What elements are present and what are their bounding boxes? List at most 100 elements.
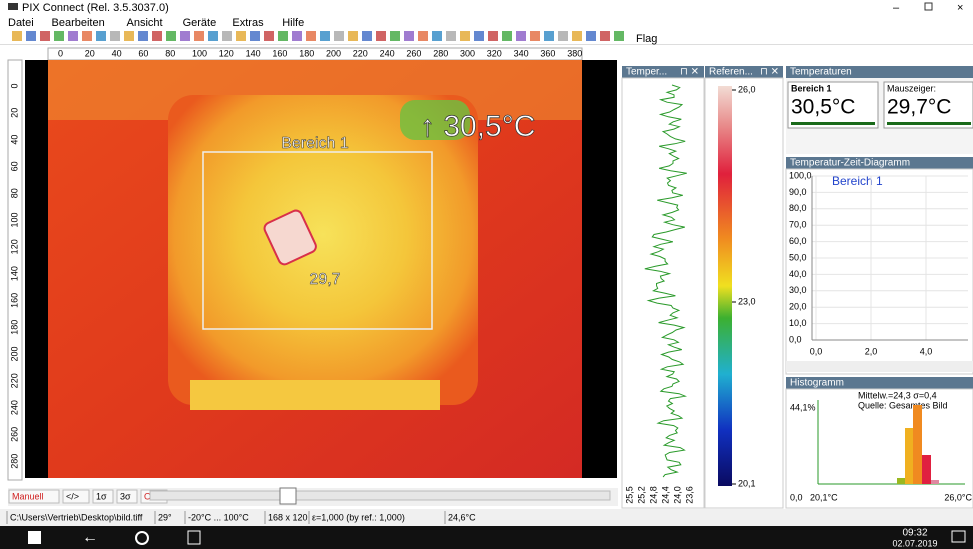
control-button[interactable] (116, 489, 138, 504)
control-button[interactable] (92, 489, 114, 504)
tool-button[interactable] (362, 31, 372, 41)
tool-button[interactable] (278, 31, 288, 41)
ruler-label: 360 (540, 48, 555, 58)
histogram-source: Quelle: Gesamtes Bild (858, 400, 948, 410)
tool-button[interactable] (264, 31, 274, 41)
top-ruler (47, 47, 583, 61)
tool-button[interactable] (54, 31, 64, 41)
menu-item[interactable]: Geräte (183, 17, 217, 29)
tool-button[interactable] (124, 31, 134, 41)
slider-thumb[interactable] (279, 487, 297, 505)
control-button[interactable] (62, 489, 90, 504)
close[interactable]: × (957, 2, 963, 14)
control-button[interactable] (8, 489, 60, 504)
tool-button[interactable] (432, 31, 442, 41)
tool-button[interactable] (586, 31, 596, 41)
menu-item[interactable]: Bearbeiten (52, 17, 105, 29)
ruler-label: 100 (192, 48, 207, 58)
back-button[interactable]: ← (82, 529, 98, 546)
tool-button[interactable] (26, 31, 36, 41)
trace-line (644, 84, 688, 478)
diagram-x-label: 4,0 (920, 346, 933, 356)
tool-button[interactable] (180, 31, 190, 41)
tool-button[interactable] (96, 31, 106, 41)
control-label[interactable]: 3σ (120, 491, 131, 501)
histogram-bar (931, 480, 939, 484)
task-view[interactable] (187, 530, 201, 545)
ruler-label: 300 (460, 48, 475, 58)
tool-button[interactable] (110, 31, 120, 41)
control-label[interactable]: 1σ (96, 491, 107, 501)
tool-button[interactable] (320, 31, 330, 41)
tool-button[interactable] (68, 31, 78, 41)
tool-button[interactable] (516, 31, 526, 41)
tool-button[interactable] (250, 31, 260, 41)
maximize[interactable] (924, 2, 933, 11)
panel-buttons[interactable]: ⊓ ✕ (760, 67, 779, 78)
control-label[interactable]: </> (66, 491, 79, 501)
tool-button[interactable] (614, 31, 624, 41)
reference-panel (704, 77, 784, 509)
window-title: PIX Connect (Rel. 3.5.3037.0) (22, 2, 169, 14)
tool-button[interactable] (474, 31, 484, 41)
ruler-label: 60 (9, 161, 19, 171)
max-label: ↑ 30,5°C (420, 110, 535, 143)
tool-button[interactable] (600, 31, 610, 41)
tool-button[interactable] (460, 31, 470, 41)
tool-button[interactable] (12, 31, 22, 41)
tool-button[interactable] (488, 31, 498, 41)
tool-button[interactable] (502, 31, 512, 41)
tool-button[interactable] (376, 31, 386, 41)
status-bar (0, 509, 973, 526)
tool-button[interactable] (404, 31, 414, 41)
panel-header (786, 157, 973, 169)
search-button[interactable] (135, 531, 149, 545)
panel-buttons[interactable]: ⊓ ✕ (680, 67, 699, 78)
tool-button[interactable] (530, 31, 540, 41)
ruler-label: 60 (138, 48, 148, 58)
ruler-label: 320 (487, 48, 502, 58)
diagram-scrollbar[interactable] (786, 361, 973, 372)
ruler-label: 120 (219, 48, 234, 58)
ruler-label: 40 (9, 135, 19, 145)
tool-button[interactable] (334, 31, 344, 41)
tool-button[interactable] (194, 31, 204, 41)
tool-button[interactable] (40, 31, 50, 41)
tool-button[interactable] (138, 31, 148, 41)
left-ruler (7, 59, 23, 481)
tool-button[interactable] (208, 31, 218, 41)
tool-button[interactable] (236, 31, 246, 41)
tool-button[interactable] (166, 31, 176, 41)
ruler-label: 80 (165, 48, 175, 58)
tool-button[interactable] (544, 31, 554, 41)
tool-button[interactable] (558, 31, 568, 41)
start-button[interactable] (28, 531, 41, 544)
ruler-label: 40 (112, 48, 122, 58)
minimize[interactable]: – (893, 2, 900, 14)
menu-item[interactable]: Extras (232, 17, 264, 29)
tool-button[interactable] (222, 31, 232, 41)
menu-item[interactable]: Datei (8, 17, 34, 29)
tool-button[interactable] (82, 31, 92, 41)
tool-button[interactable] (572, 31, 582, 41)
trace-title: Temper... (626, 67, 667, 78)
tool-button[interactable] (152, 31, 162, 41)
notifications[interactable] (951, 530, 966, 543)
tool-button[interactable] (348, 31, 358, 41)
menu-item[interactable]: Ansicht (127, 17, 163, 29)
tool-button[interactable] (292, 31, 302, 41)
tool-button[interactable] (306, 31, 316, 41)
area-rect[interactable] (202, 151, 433, 330)
tool-button[interactable] (446, 31, 456, 41)
flag-button[interactable]: Flag (636, 33, 657, 45)
area-name: Bereich 1 (791, 83, 832, 93)
ruler-label: 140 (246, 48, 261, 58)
menu-item[interactable]: Hilfe (282, 17, 304, 29)
ruler-label: 240 (380, 48, 395, 58)
tool-button[interactable] (418, 31, 428, 41)
diagram-x-label: 0,0 (810, 346, 823, 356)
tool-button[interactable] (390, 31, 400, 41)
ruler-label: 0 (9, 83, 19, 88)
ruler-label: 20 (85, 48, 95, 58)
control-label[interactable]: Manuell (12, 491, 44, 501)
